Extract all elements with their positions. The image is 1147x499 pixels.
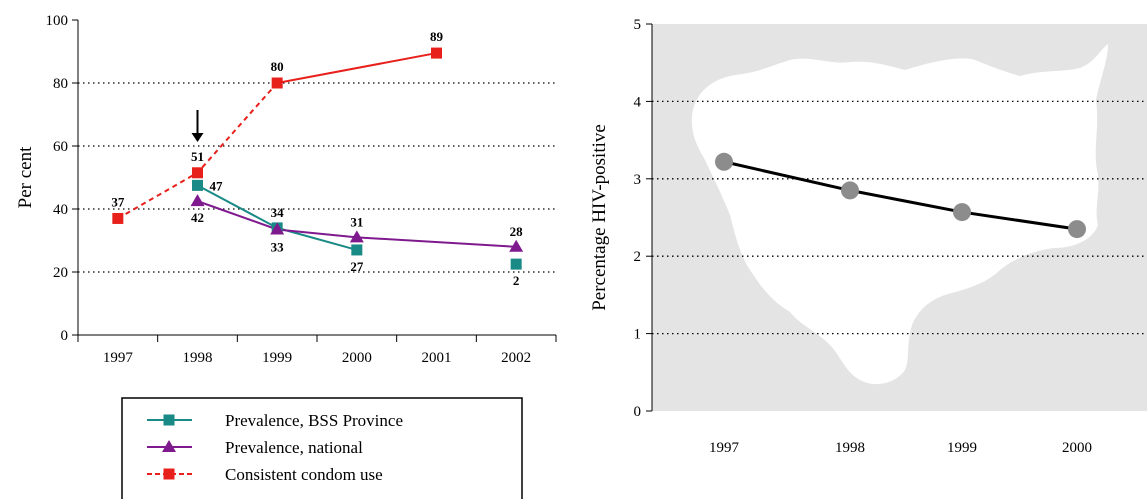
y-tick-label: 5 — [634, 17, 642, 33]
y-tick-label: 3 — [634, 172, 642, 188]
x-tick-label: 1997 — [709, 440, 740, 456]
legend-marker — [163, 468, 175, 480]
annotation-arrow-head — [191, 133, 204, 142]
y-tick-label: 20 — [53, 265, 68, 281]
y-tick-label: 80 — [53, 76, 68, 92]
legend: Prevalence, BSS Province Prevalence, nati… — [121, 397, 523, 499]
y-axis-title: Per cent — [15, 146, 36, 208]
data-point — [953, 203, 971, 222]
data-label: 89 — [430, 29, 444, 44]
data-label: 80 — [271, 59, 284, 74]
x-tick-label: 1998 — [183, 350, 213, 366]
x-tick-label: 2002 — [501, 350, 531, 366]
data-label: 31 — [350, 214, 363, 229]
data-label: 33 — [271, 239, 285, 254]
y-axis-title: Percentage HIV-positive — [589, 124, 610, 311]
x-tick-label: 1997 — [103, 350, 134, 366]
data-label: 2 — [513, 273, 520, 288]
y-tick-label: 40 — [53, 202, 68, 218]
y-tick-label: 1 — [634, 327, 642, 343]
legend-label: Prevalence, national — [225, 438, 363, 457]
y-tick-label: 0 — [634, 404, 642, 420]
x-tick-label: 2000 — [1062, 440, 1092, 456]
data-point — [509, 239, 524, 252]
data-point — [192, 167, 203, 179]
y-tick-label: 100 — [46, 13, 69, 29]
series-line-national — [197, 200, 517, 248]
y-tick-label: 2 — [634, 249, 642, 265]
x-tick-label: 1998 — [835, 440, 865, 456]
data-label: 27 — [350, 259, 364, 274]
x-tick-label: 2000 — [342, 350, 372, 366]
data-point — [841, 181, 859, 200]
data-point — [351, 244, 363, 256]
data-point — [271, 77, 283, 89]
data-label: 37 — [111, 194, 125, 209]
data-point — [431, 47, 442, 59]
data-point — [112, 212, 124, 224]
x-tick-label: 1999 — [947, 440, 977, 456]
series-line — [723, 160, 1078, 231]
legend-box — [121, 397, 523, 499]
map-silhouette — [691, 44, 1108, 385]
x-tick-label: 2001 — [422, 350, 452, 366]
data-label: 47 — [210, 178, 224, 193]
data-point — [192, 179, 203, 191]
y-tick-label: 4 — [634, 94, 642, 110]
legend-marker — [162, 440, 176, 452]
chart-right: 0 1 2 3 4 5 1997 1998 1999 2000 Percentage HIV-pos… — [589, 17, 1147, 456]
legend-label: Consistent condom use — [225, 465, 383, 484]
series-line-condom — [276, 52, 437, 84]
data-point — [349, 230, 364, 243]
legend-label: Prevalence, BSS Province — [225, 411, 403, 430]
data-point — [510, 258, 522, 270]
chart-left: 0 20 40 60 80 100 1997 1998 1999 2000 2001 2002 Per … — [15, 13, 557, 366]
data-point — [190, 194, 205, 207]
y-tick-label: 0 — [61, 328, 69, 344]
data-label: 51 — [191, 149, 204, 164]
data-label: 34 — [271, 205, 285, 220]
legend-marker — [163, 414, 175, 426]
data-label: 42 — [191, 210, 204, 225]
data-point — [270, 222, 285, 235]
data-label: 28 — [510, 224, 524, 239]
data-point — [715, 152, 733, 171]
x-tick-label: 1999 — [262, 350, 292, 366]
y-tick-label: 60 — [53, 139, 68, 155]
data-point — [1068, 220, 1086, 239]
